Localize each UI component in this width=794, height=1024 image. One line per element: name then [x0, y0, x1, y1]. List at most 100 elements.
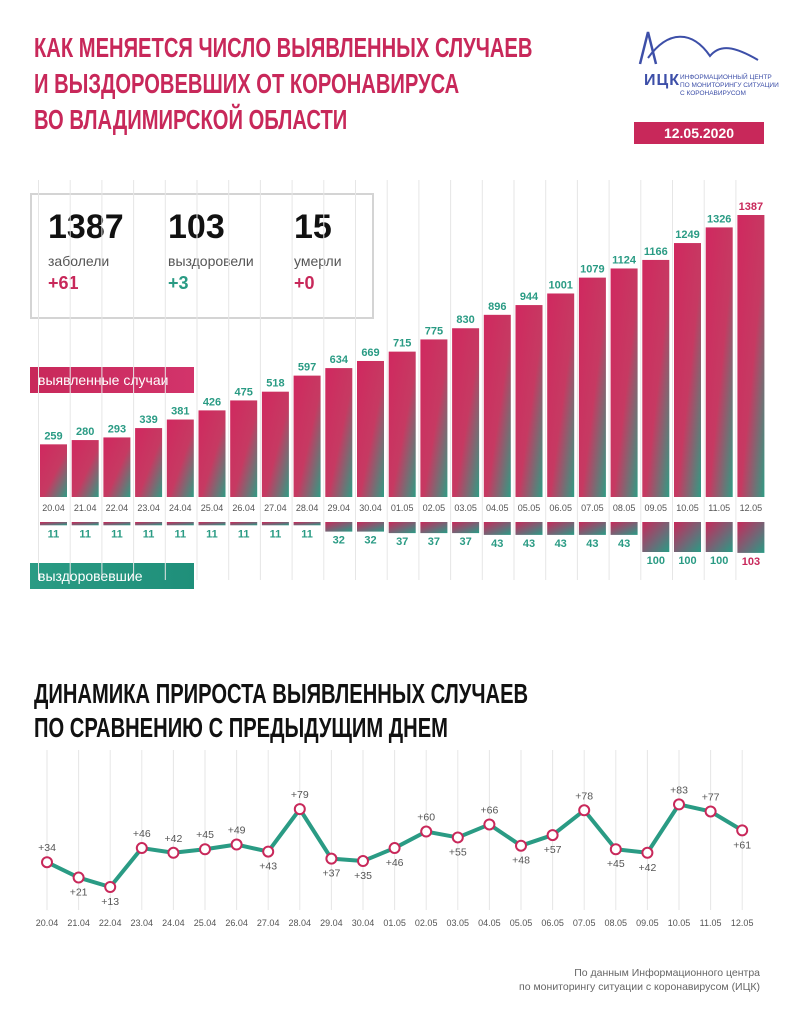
bar-cases-label: 1166	[644, 246, 668, 258]
bar-cases	[705, 227, 733, 497]
bar-recovered-label: 103	[742, 556, 760, 568]
x-tick-label: 26.04	[232, 503, 255, 513]
data-point	[388, 842, 401, 855]
bar-recovered	[737, 522, 765, 553]
data-point	[72, 871, 85, 884]
bar-cases-label: 518	[266, 378, 284, 390]
data-label: +45	[196, 829, 214, 841]
bar-recovered-label: 11	[270, 528, 282, 540]
x-tick-label: 28.04	[296, 503, 319, 513]
data-label: +83	[670, 784, 688, 796]
bar-cases-label: 339	[139, 414, 157, 426]
bar-cases	[674, 243, 701, 497]
bar-recovered	[357, 522, 384, 532]
x-tick-label: 03.05	[454, 503, 477, 513]
grid-line	[608, 180, 610, 580]
bar-recovered	[293, 522, 321, 526]
x-tick-label: 12.05	[731, 918, 754, 928]
bar-cases-label: 715	[393, 338, 411, 350]
bar-cases	[452, 328, 480, 497]
x-tick-label: 20.04	[42, 503, 65, 513]
legend-recovered-tag: выздоровевшие	[30, 563, 194, 589]
bar-cases	[420, 339, 448, 497]
bar-cases	[40, 444, 67, 497]
data-label: +35	[354, 870, 372, 882]
bar-recovered-label: 100	[710, 555, 728, 567]
grid-line	[323, 180, 325, 580]
bar-recovered	[515, 522, 543, 535]
bar-cases-label: 830	[456, 314, 474, 326]
bar-recovered	[103, 522, 131, 526]
data-point	[609, 843, 622, 856]
bar-cases	[388, 351, 416, 497]
grid-line	[418, 180, 420, 580]
source-line: По данным Информационного центра	[574, 967, 760, 979]
data-label: +79	[291, 789, 309, 801]
bar-recovered	[135, 522, 163, 526]
grid-line	[196, 180, 198, 580]
data-point	[515, 839, 527, 852]
stat-recovered-value: 103	[168, 208, 225, 246]
bar-recovered-label: 32	[333, 535, 345, 547]
bar-cases	[610, 268, 638, 497]
grid-line	[672, 180, 673, 580]
bar-cases	[325, 368, 353, 497]
data-point	[199, 843, 211, 856]
x-tick-label: 26.04	[225, 918, 248, 928]
x-tick-label: 04.05	[478, 918, 501, 928]
data-label: +55	[449, 846, 467, 858]
grid-line	[69, 180, 71, 580]
growth-title-line-1: ДИНАМИКА ПРИРОСТА ВЫЯВЛЕННЫХ СЛУЧАЕВ	[34, 678, 529, 709]
x-tick-label: 07.05	[581, 503, 604, 513]
title-line-2: И ВЫЗДОРОВЕВШИХ ОТ КОРОНАВИРУСА	[34, 68, 460, 99]
bar-recovered-label: 32	[364, 535, 376, 547]
bar-recovered	[452, 522, 480, 534]
x-tick-label: 30.04	[359, 503, 382, 513]
bar-cases-label: 280	[76, 426, 94, 438]
grid-line	[355, 180, 356, 580]
logo-sub-line: С КОРОНАВИРУСОМ	[680, 90, 746, 97]
bar-cases-label: 381	[171, 406, 189, 418]
grid-line	[386, 180, 388, 580]
data-point	[167, 846, 180, 859]
bar-recovered-label: 11	[79, 528, 91, 540]
source-note: По данным Информационного центра по мони…	[519, 966, 760, 994]
stat-recovered: 103 выздоровели +3	[168, 207, 254, 294]
bar-cases	[737, 215, 765, 497]
bar-recovered	[674, 522, 701, 552]
data-point	[104, 881, 117, 893]
bar-cases	[515, 305, 543, 497]
bar-cases	[71, 440, 99, 497]
logo-sub-line: ИНФОРМАЦИОННЫЙ ЦЕНТР	[680, 74, 772, 81]
x-tick-label: 01.05	[391, 503, 414, 513]
bar-recovered	[705, 522, 733, 552]
data-label: +37	[322, 868, 340, 880]
data-point	[704, 805, 717, 818]
bar-cases	[166, 419, 194, 497]
bar-cases-label: 1249	[675, 229, 699, 241]
data-label: +45	[607, 858, 625, 870]
logo-icon	[638, 31, 759, 65]
bar-cases-label: 944	[520, 291, 539, 303]
grid-line	[513, 180, 515, 580]
grid-line	[38, 180, 39, 580]
x-tick-label: 03.05	[447, 918, 470, 928]
data-label: +46	[386, 857, 404, 869]
data-label: +49	[228, 825, 246, 837]
x-tick-label: 24.04	[162, 918, 185, 928]
data-label: +57	[544, 844, 562, 856]
bar-recovered	[40, 522, 67, 526]
bar-recovered	[261, 522, 289, 526]
bar-cases-label: 259	[44, 430, 62, 442]
bar-recovered-label: 11	[48, 528, 60, 540]
bar-chart: 259 20.04 11 280 21.04 11 293 22.04 11 339 23.04 11…	[38, 180, 765, 580]
bar-cases-label: 634	[330, 354, 349, 366]
bar-cases	[547, 293, 575, 497]
data-point	[736, 824, 749, 837]
x-tick-label: 04.05	[486, 503, 509, 513]
bar-cases	[483, 314, 511, 497]
grid-line	[640, 180, 642, 580]
x-tick-label: 23.04	[137, 503, 160, 513]
data-label: +34	[38, 842, 56, 854]
x-tick-label: 25.04	[194, 918, 217, 928]
